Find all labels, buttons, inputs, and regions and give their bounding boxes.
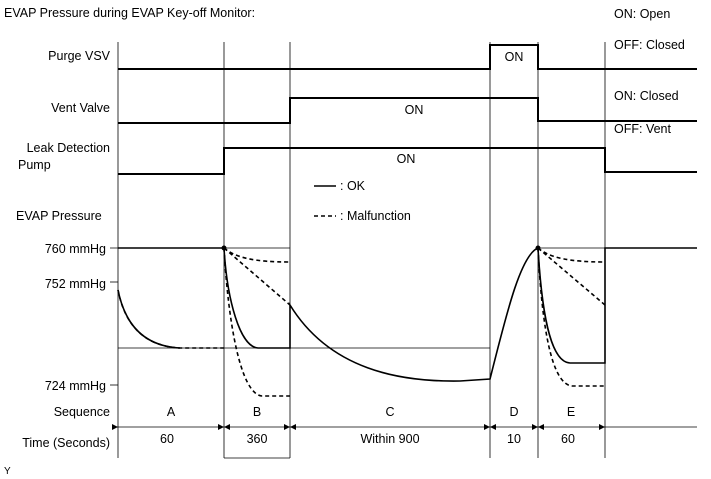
time-label: Time (Seconds) [22,436,110,450]
leak-pump-label-1: Leak Detection [27,141,110,155]
arrow-d-right [532,424,538,430]
arrow-a-right [218,424,224,430]
vent-on-label: ON [405,103,424,117]
malfunction-e-reference [537,247,606,306]
arrow-d-left [490,424,496,430]
purge-on-label: ON [505,50,524,64]
vent-valve-signal [118,97,697,124]
arrow-a-left [112,424,118,430]
time-b: 360 [247,432,268,446]
arrow-e-right [599,424,605,430]
sequence-b: B [253,405,261,419]
malfunction-e-small-leak [537,247,606,263]
footnote: Y [4,466,11,477]
malfunction-b-small-leak [223,247,291,263]
evap-pressure-label: EVAP Pressure [16,209,102,223]
leak-pump-signal [118,147,697,175]
purge-on-legend: ON: Open [614,7,670,21]
sequence-a: A [167,405,176,419]
sequence-c: C [385,405,394,419]
sequence-label: Sequence [54,405,110,419]
evap-pressure-ok-curve [118,246,697,382]
phase-dividers [117,42,606,459]
malfunction-legend-text: : Malfunction [340,209,411,223]
time-e: 60 [561,432,575,446]
arrow-e-left [538,424,544,430]
evap-pressure-ok-start-dip [117,289,181,349]
purge-vsv-signal [118,44,697,70]
arrow-b-right [284,424,290,430]
point-b-start [221,245,227,251]
time-a: 60 [160,432,174,446]
leak-pump-label-2: Pump [18,158,51,172]
malfunction-b-reference [223,247,291,306]
point-e-start [535,245,541,251]
sequence-e: E [567,405,575,419]
p760-label: 760 mmHg [45,242,106,256]
p724-label: 724 mmHg [45,379,106,393]
time-d: 10 [507,432,521,446]
vent-on-legend: ON: Closed [614,89,679,103]
purge-off-legend: OFF: Closed [614,38,685,52]
malfunction-b-large-leak [223,247,290,397]
sequence-row [112,424,697,430]
purge-vsv-label: Purge VSV [48,49,111,63]
arrow-c-right [484,424,490,430]
malfunction-e-large-leak [537,247,605,387]
p752-label: 752 mmHg [45,277,106,291]
ok-legend-text: : OK [340,179,366,193]
sequence-d: D [509,405,518,419]
vent-valve-label: Vent Valve [51,101,110,115]
arrow-b-left [224,424,230,430]
time-c: Within 900 [360,432,419,446]
arrow-c-left [290,424,296,430]
evap-pressure-malfunction-curve [117,289,224,349]
diagram-title: EVAP Pressure during EVAP Key-off Monito… [4,6,255,20]
pump-on-label: ON [397,152,416,166]
vent-off-legend: OFF: Vent [614,122,671,136]
